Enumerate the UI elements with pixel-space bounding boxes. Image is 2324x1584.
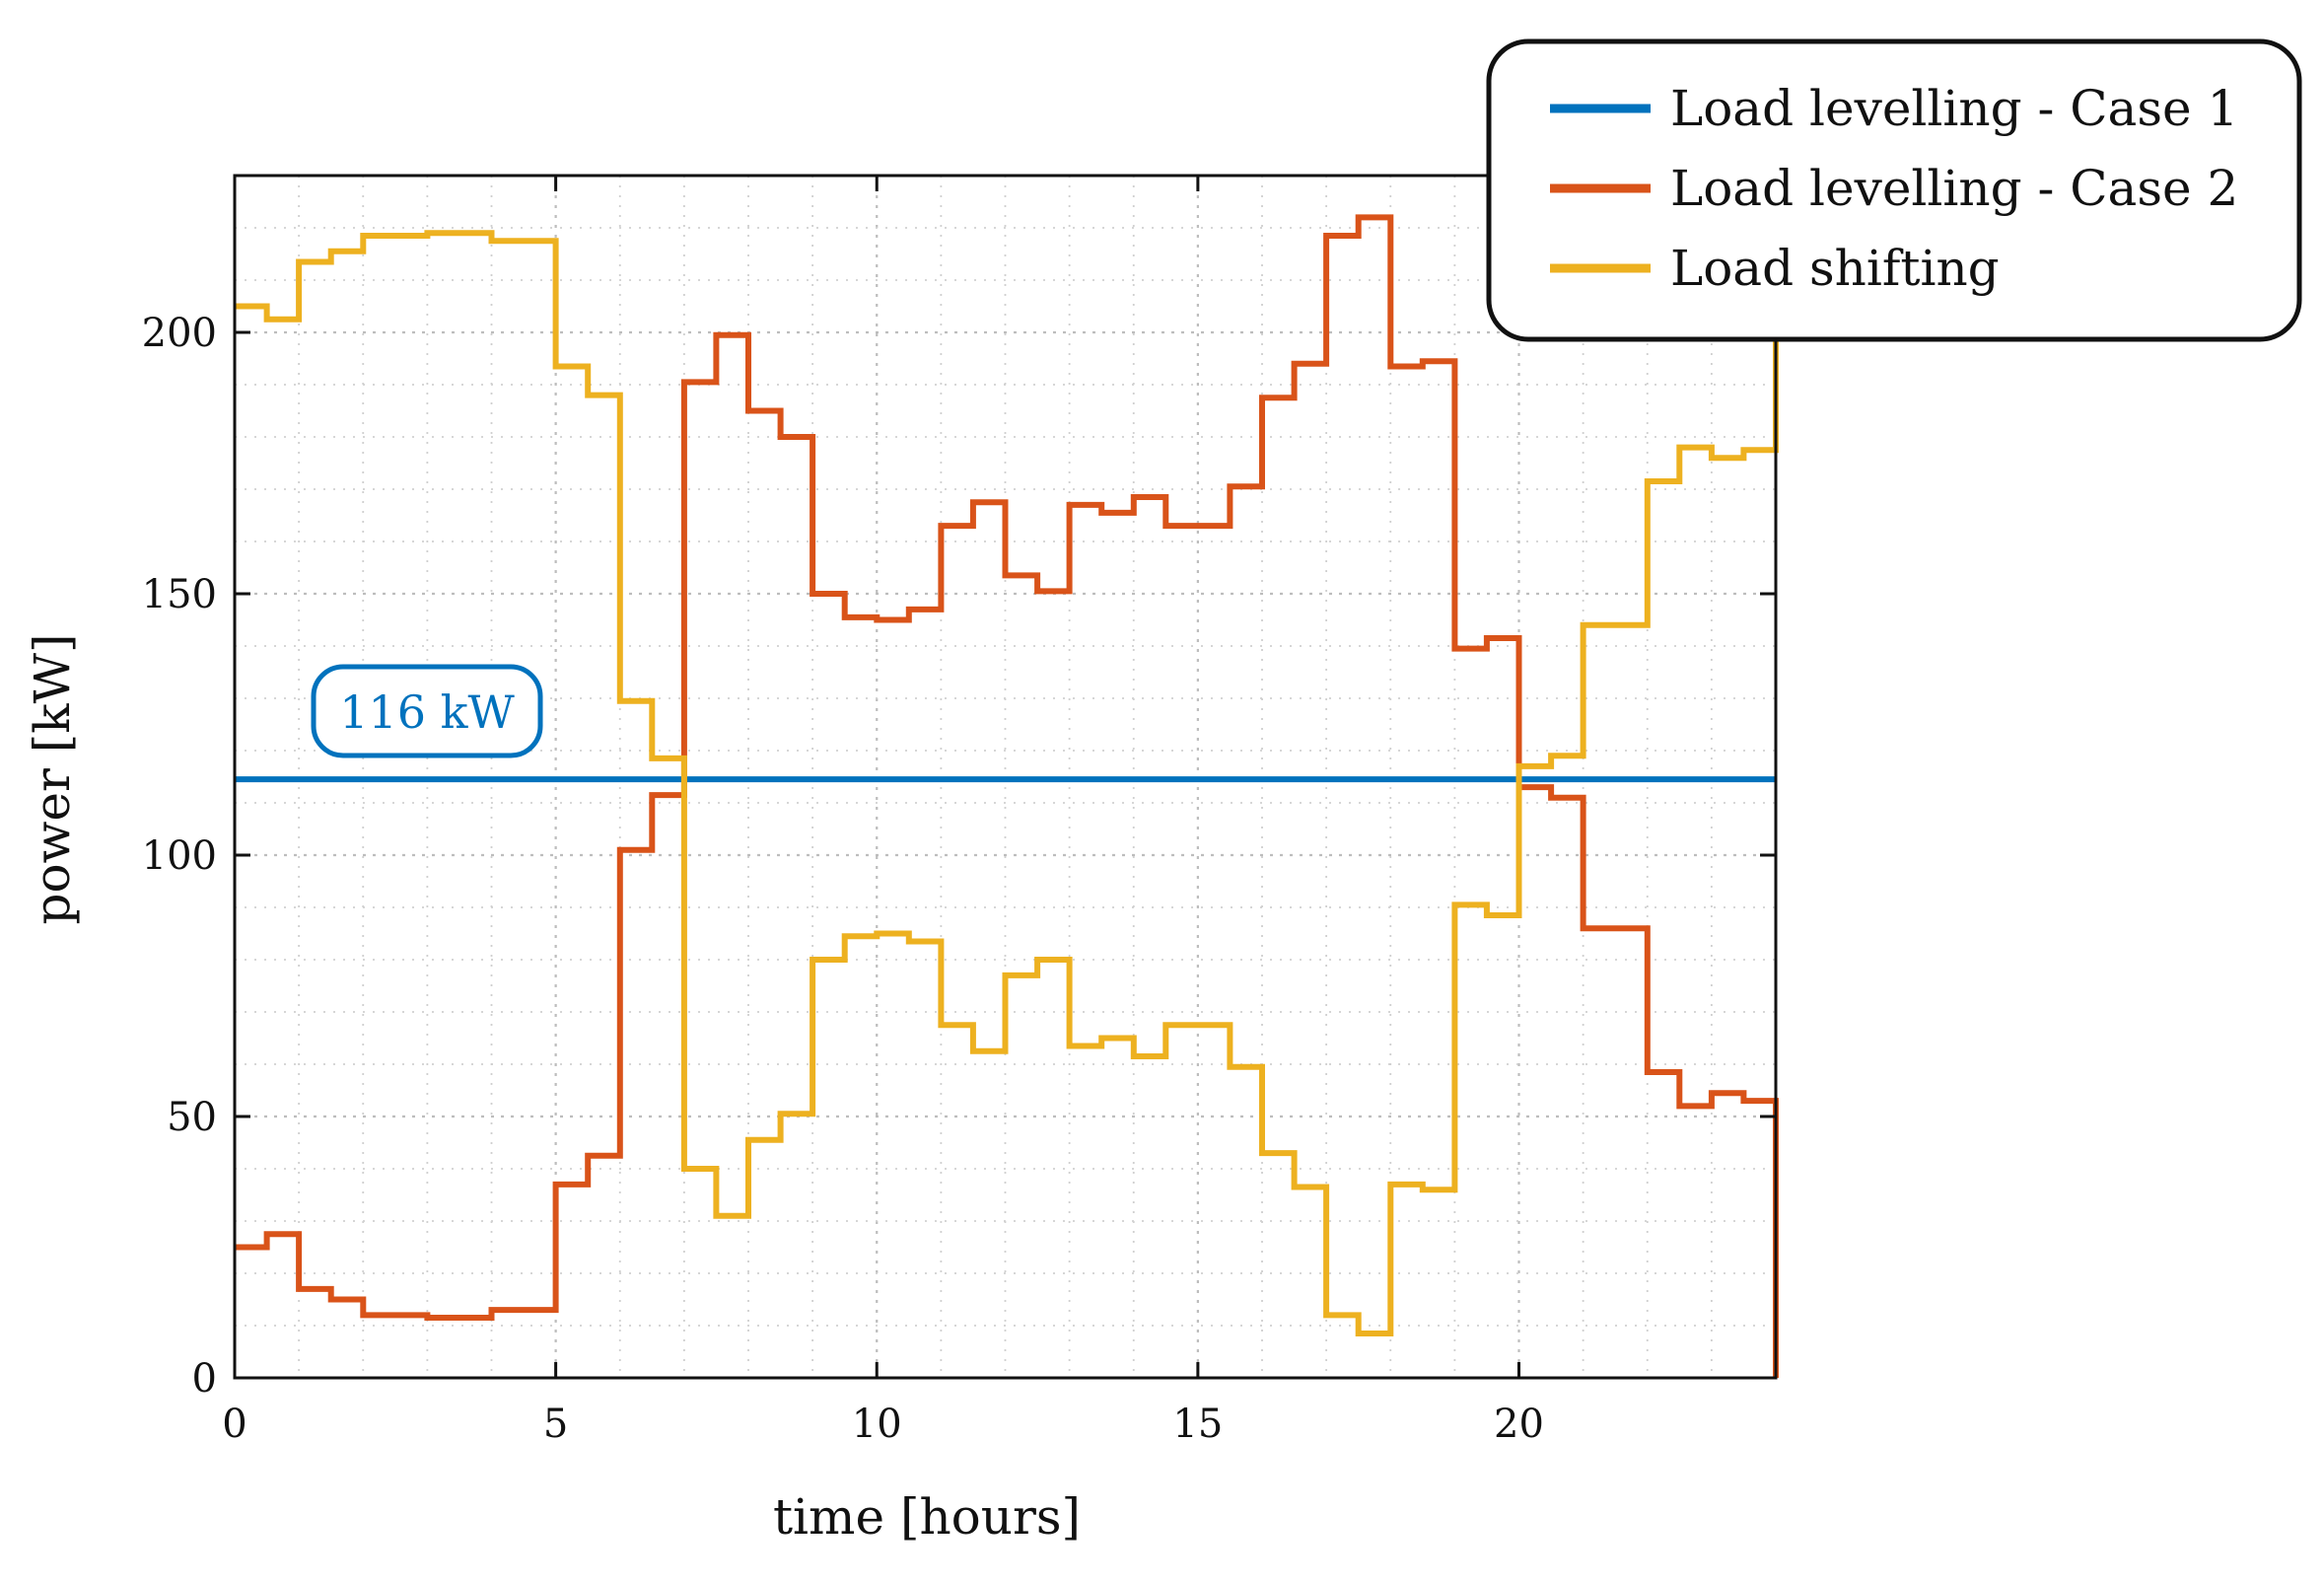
- plot-frame: [233, 174, 1778, 1380]
- series-line-2: [235, 214, 1779, 1378]
- series-layer: [235, 214, 1779, 1378]
- y-tick-label: 50: [167, 1095, 217, 1140]
- annotation-text: 116 kW: [339, 685, 515, 739]
- y-tick-label: 150: [142, 572, 217, 617]
- x-tick-label: 10: [852, 1402, 902, 1447]
- y-axis-title: power [kW]: [24, 634, 81, 925]
- y-tick-label: 0: [192, 1356, 217, 1402]
- annotation-frame: [311, 664, 543, 758]
- x-tick-label: 15: [1172, 1402, 1223, 1447]
- y-tick-label: 200: [142, 311, 217, 356]
- legend-label-1: Load levelling - Case 1: [1670, 80, 2238, 137]
- legend-label-3: Load shifting: [1670, 240, 2000, 297]
- annotation-box: 116 kW: [311, 664, 543, 758]
- x-axis-title: time [hours]: [773, 1488, 1081, 1546]
- x-tick-label: 0: [222, 1402, 246, 1447]
- legend: Load levelling - Case 1 Load levelling - …: [1486, 38, 2302, 342]
- y-tick-label: 100: [142, 833, 217, 879]
- legend-label-2: Load levelling - Case 2: [1670, 160, 2238, 217]
- legend-frame: [1486, 38, 2302, 342]
- series-line-3: [235, 230, 1779, 1336]
- x-tick-label: 5: [543, 1402, 568, 1447]
- x-tick-label: 20: [1494, 1402, 1544, 1447]
